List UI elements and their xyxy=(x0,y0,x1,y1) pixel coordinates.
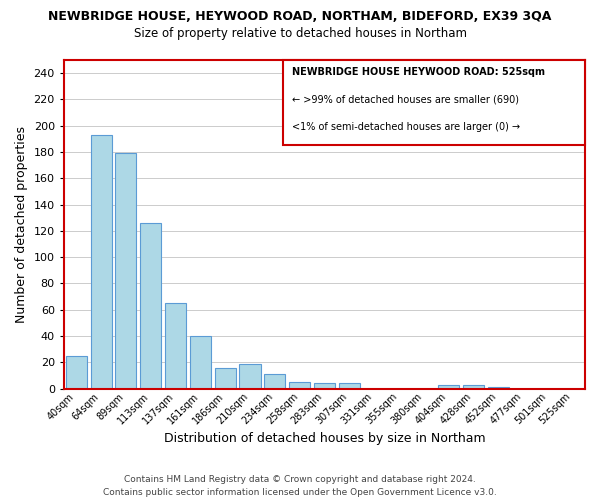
Bar xyxy=(140,223,161,388)
Bar xyxy=(264,374,286,388)
Text: NEWBRIDGE HOUSE HEYWOOD ROAD: 525sqm: NEWBRIDGE HOUSE HEYWOOD ROAD: 525sqm xyxy=(292,67,545,77)
Text: <1% of semi-detached houses are larger (0) →: <1% of semi-detached houses are larger (… xyxy=(292,122,520,132)
Bar xyxy=(91,135,112,388)
Bar xyxy=(314,384,335,388)
Bar xyxy=(165,303,186,388)
Y-axis label: Number of detached properties: Number of detached properties xyxy=(15,126,28,323)
X-axis label: Distribution of detached houses by size in Northam: Distribution of detached houses by size … xyxy=(164,432,485,445)
Bar xyxy=(190,336,211,388)
Bar xyxy=(338,384,360,388)
Text: Size of property relative to detached houses in Northam: Size of property relative to detached ho… xyxy=(133,28,467,40)
Bar xyxy=(463,384,484,388)
Bar xyxy=(215,368,236,388)
Bar xyxy=(115,154,136,388)
Bar xyxy=(438,384,459,388)
Text: ← >99% of detached houses are smaller (690): ← >99% of detached houses are smaller (6… xyxy=(292,94,519,104)
Text: NEWBRIDGE HOUSE, HEYWOOD ROAD, NORTHAM, BIDEFORD, EX39 3QA: NEWBRIDGE HOUSE, HEYWOOD ROAD, NORTHAM, … xyxy=(49,10,551,23)
Text: Contains public sector information licensed under the Open Government Licence v3: Contains public sector information licen… xyxy=(103,488,497,497)
Bar xyxy=(65,356,87,388)
Bar xyxy=(239,364,260,388)
FancyBboxPatch shape xyxy=(283,60,585,146)
Bar xyxy=(289,382,310,388)
Text: Contains HM Land Registry data © Crown copyright and database right 2024.: Contains HM Land Registry data © Crown c… xyxy=(124,476,476,484)
